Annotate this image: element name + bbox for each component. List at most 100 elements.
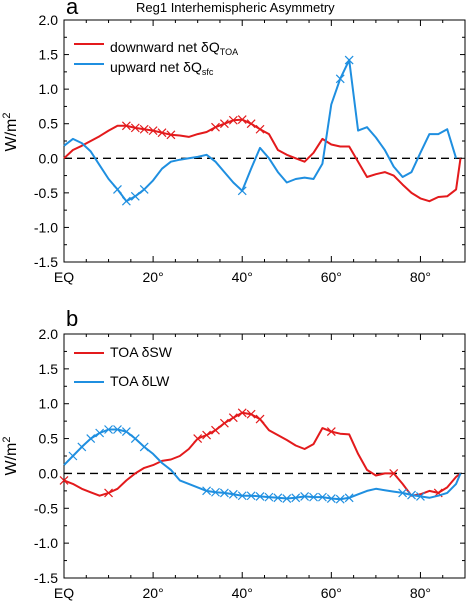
panel-b-xtick-label: EQ [54, 585, 74, 601]
panel-a-xtick-label: 80° [410, 269, 431, 285]
panel-a-series-1-marker [166, 130, 176, 140]
panel-b-ytick-label: -0.5 [34, 500, 58, 516]
panel-a-series-1-marker [219, 119, 229, 129]
panel-a-ytick-label: -1.0 [34, 219, 58, 235]
panel-b-xtick-label: 80° [410, 585, 431, 601]
panel-a-series-2-marker [335, 74, 345, 84]
panel-b-series-2-marker [95, 428, 105, 438]
panel-b-series-2-marker [309, 492, 318, 502]
legend-b-series-1-label: TOA δSW [110, 344, 173, 360]
panel-b-series-2-marker [130, 434, 140, 443]
panel-a-ylabel: W/m2 [1, 113, 20, 152]
panel-b-series-2-marker [264, 492, 274, 502]
panel-b-ytick-label: -1.5 [34, 570, 58, 586]
panel-a-ytick-label: -1.5 [34, 254, 58, 270]
panel-b-ylabel: W/m2 [1, 437, 20, 476]
panel-b-series-1-marker [228, 413, 238, 423]
panel-b-letter: b [66, 306, 78, 331]
panel-a-series-2-marker [130, 191, 140, 201]
panel-b-xtick-label: 60° [321, 585, 342, 601]
panel-b-series-2-marker [246, 491, 256, 501]
legend-b-series-2-label: TOA δLW [110, 373, 170, 389]
panel-b-ytick-label: 2.0 [39, 326, 59, 342]
panel-b-series-2-marker [335, 494, 345, 504]
panel-b-xtick-label: 20° [143, 585, 164, 601]
panel-b-series-2-marker [282, 494, 292, 503]
panel-a-ytick-label: 1.0 [39, 81, 59, 97]
panel-b-series-1-marker [255, 414, 265, 424]
panel-b-series-2-marker [202, 486, 212, 496]
panel-a-ytick-label: 0.0 [39, 150, 59, 166]
panel-b-ytick-label: -1.0 [34, 535, 58, 551]
panel-a-series-2-marker [121, 196, 131, 206]
panel-b-ytick-label: 1.0 [39, 396, 59, 412]
panel-a-plot-area: -1.5 -1.0 -0.5 0.0 0.5 1.0 1.5 2.0 EQ 20° 40° 60° 80… [34, 12, 466, 285]
panel-b-series-2-marker [211, 487, 220, 497]
panel-a-series-1-marker [157, 128, 167, 138]
panel-b-series-1-marker [237, 408, 247, 418]
panel-a-series-1-marker [121, 121, 131, 131]
panel-b-series-1-marker [211, 425, 220, 435]
panel-b-series-1-marker [193, 434, 203, 443]
panel-b-series-2-marker [113, 425, 122, 434]
panel-a-series-1-marker [255, 124, 265, 134]
panel-b-series-2-marker [273, 493, 283, 503]
panel-a-frame [63, 19, 466, 263]
panel-b-series-2-marker [326, 494, 336, 503]
panel-b-series-1-marker [219, 418, 229, 428]
panel-a-series-2-line [63, 59, 458, 203]
panel-a-xtick-label: 60° [321, 269, 342, 285]
legend-a-series-1-label: downward net δQTOA [110, 39, 238, 57]
panel-b-series-1-marker [246, 409, 256, 419]
panel-a-series-2-marker [139, 184, 149, 194]
panel-b-series-2-marker [68, 451, 78, 461]
panel-b-series-2-marker [398, 488, 408, 498]
panel-a-series-2-marker [237, 186, 247, 196]
panel-b-plot-area: -1.5 -1.0 -0.5 0.0 0.5 1.0 1.5 2.0 EQ 20° 40° 60° 80… [34, 326, 466, 601]
figure-title: Reg1 Interhemispheric Asymmetry [136, 0, 335, 15]
panel-b-series-2-marker [300, 492, 310, 501]
panel-b-series-2-marker [139, 442, 149, 452]
panel-a-ytick-label: 1.5 [39, 47, 59, 63]
panel-b-series-2-marker [344, 493, 354, 503]
panel-b-ytick-label: 0.0 [39, 465, 59, 481]
panel-a-series-1-marker [148, 126, 158, 136]
panel-a-series-1-line [63, 118, 462, 203]
panel-a-ytick-label: 2.0 [39, 12, 59, 28]
panel-a-series-2-marker [113, 184, 122, 194]
panel-a-ytick-label: -0.5 [34, 185, 58, 201]
panel-b-series-1-marker [202, 430, 212, 440]
panel-b-xtick-label: 40° [232, 585, 253, 601]
panel-b-series-2-marker [77, 442, 87, 452]
panel-a-xtick-label: EQ [54, 269, 74, 285]
panel-b: b -1.5 -1.0 -0.5 0.0 0.5 1.0 1.5 2.0 EQ 20° 40° 60°… [1, 306, 466, 601]
panel-b-series-1-line [63, 411, 462, 497]
panel-a-letter: a [66, 0, 79, 19]
panel-b-ytick-label: 1.5 [39, 361, 59, 377]
panel-a-xtick-label: 20° [143, 269, 164, 285]
panel-a-series-1-marker [211, 122, 220, 132]
panel-a-series-1-marker [139, 124, 149, 134]
panel-a: a Reg1 Interhemispheric Asymmetry -1.5-1… [1, 0, 466, 285]
panel-b-series-1-marker [104, 488, 113, 498]
panel-b-series-2-marker [317, 492, 327, 502]
panel-a-series-2-marker [344, 55, 354, 65]
panel-b-series-2-marker [291, 493, 301, 503]
panel-b-series-2-marker [237, 491, 247, 501]
panel-b-series-2-marker [228, 489, 238, 499]
panel-a-ytick-label: 0.5 [39, 116, 59, 132]
legend-a-series-2-label: upward net δQsfc [110, 59, 214, 77]
panel-b-series-2-marker [219, 488, 229, 498]
panel-a-series-1-marker [237, 115, 247, 124]
panel-a-xtick-label: 40° [232, 269, 253, 285]
panel-a-series-1-marker [130, 123, 140, 133]
panel-a-series-1-marker [246, 119, 256, 129]
panel-b-frame [63, 333, 466, 579]
panel-b-series-2-marker [104, 425, 113, 434]
panel-b-series-2-marker [255, 492, 265, 501]
panel-b-ytick-label: 0.5 [39, 431, 59, 447]
panel-b-series-2-marker [407, 490, 416, 500]
panel-a-series-1-marker [228, 115, 238, 125]
panel-b-series-1-marker [59, 475, 69, 485]
